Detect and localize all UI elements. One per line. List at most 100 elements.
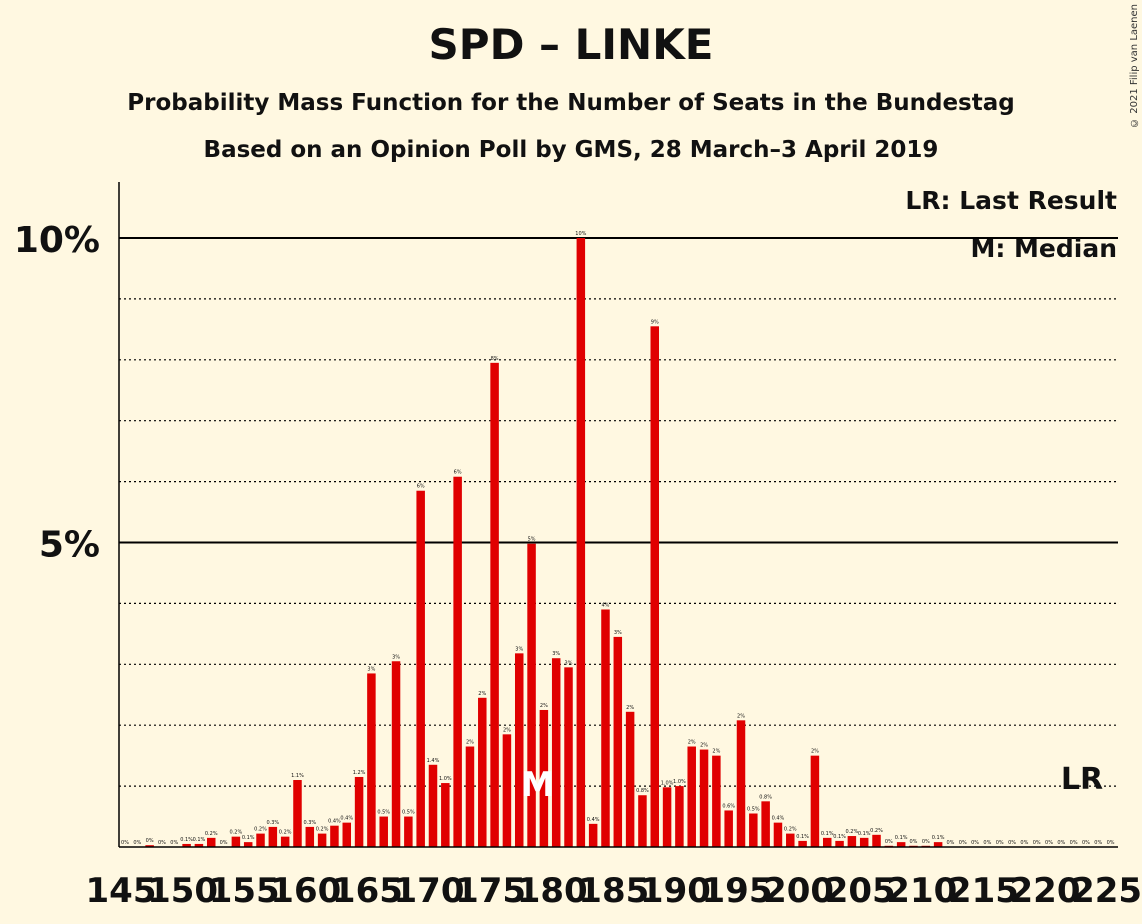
- data-label: 0%: [885, 839, 893, 845]
- data-label: 10%: [575, 231, 586, 237]
- data-label: 2%: [540, 703, 548, 709]
- bar: [675, 786, 684, 847]
- data-label: 3%: [565, 660, 573, 666]
- xtick-label: 190: [640, 871, 711, 911]
- data-label: 0.5%: [747, 807, 760, 813]
- bar: [231, 836, 241, 847]
- bar: [354, 776, 364, 847]
- xtick-label: 195: [702, 871, 773, 911]
- xtick-label: 175: [455, 871, 526, 911]
- data-label: 6%: [454, 470, 462, 476]
- data-label: 0%: [121, 840, 129, 846]
- data-label: 0%: [1070, 840, 1078, 846]
- data-label: 0.2%: [279, 830, 292, 836]
- legend-last-result: LR: Last Result: [905, 186, 1117, 215]
- data-label: 2%: [626, 705, 634, 711]
- bar: [576, 238, 586, 847]
- bar: [662, 787, 672, 847]
- last-result-marker: LR: [1061, 762, 1103, 797]
- data-label: 0%: [1094, 840, 1102, 846]
- bar: [539, 709, 549, 847]
- bar: [428, 764, 438, 847]
- data-label: 0.3%: [266, 820, 279, 826]
- bar: [835, 840, 844, 847]
- data-label: 0.4%: [587, 817, 600, 823]
- bar: [243, 842, 253, 847]
- data-label: 0%: [1033, 840, 1041, 846]
- xtick-label: 145: [86, 871, 157, 911]
- data-label: 0%: [1107, 840, 1115, 846]
- data-label: 0.2%: [205, 831, 218, 837]
- bar: [441, 783, 450, 847]
- data-label: 2%: [737, 713, 745, 719]
- data-label: 5%: [528, 537, 536, 543]
- data-label: 0.2%: [230, 830, 243, 836]
- bar: [194, 843, 204, 847]
- bar: [564, 667, 573, 847]
- data-label: 0%: [170, 840, 178, 846]
- xtick-label: 210: [886, 871, 957, 911]
- data-label: 0%: [133, 840, 141, 846]
- bar: [761, 801, 770, 847]
- data-label: 0.2%: [870, 828, 883, 834]
- data-label: 0.1%: [821, 831, 834, 837]
- data-label: 0.1%: [858, 831, 871, 837]
- data-label: 0%: [1045, 840, 1053, 846]
- xtick-label: 150: [147, 871, 218, 911]
- data-label: 4%: [602, 602, 610, 608]
- bar: [478, 697, 487, 847]
- bar: [551, 658, 561, 847]
- data-label: 6%: [417, 484, 425, 490]
- data-label: 0.5%: [377, 810, 390, 816]
- xtick-label: 165: [332, 871, 403, 911]
- data-label: 0.1%: [833, 834, 846, 840]
- bar: [453, 476, 462, 847]
- data-label: 2%: [688, 740, 696, 746]
- ytick-label: 10%: [14, 220, 100, 261]
- bar: [625, 711, 635, 847]
- bar: [650, 326, 660, 847]
- data-label: 0.2%: [846, 829, 859, 835]
- legend-median: M: Median: [970, 234, 1117, 263]
- data-label: 0.6%: [722, 803, 735, 809]
- data-label: 0.4%: [772, 816, 785, 822]
- bar: [527, 543, 536, 847]
- data-label: 0.1%: [193, 837, 206, 843]
- xtick-label: 205: [825, 871, 896, 911]
- data-label: 2%: [478, 691, 486, 697]
- data-label: 0.4%: [340, 816, 353, 822]
- data-label: 0%: [1082, 840, 1090, 846]
- data-label: 0%: [1020, 840, 1028, 846]
- bar: [613, 636, 623, 847]
- xtick-label: 170: [394, 871, 465, 911]
- bar: [490, 362, 499, 847]
- data-label: 0%: [946, 840, 954, 846]
- bar: [317, 833, 327, 847]
- bar: [342, 822, 352, 847]
- data-label: 3%: [392, 654, 400, 660]
- xtick-label: 200: [763, 871, 834, 911]
- data-label: 2%: [466, 740, 474, 746]
- xtick-label: 225: [1071, 871, 1142, 911]
- data-label: 1.0%: [439, 776, 452, 782]
- xtick-label: 160: [270, 871, 341, 911]
- bar: [773, 822, 783, 847]
- data-label: 2%: [712, 749, 720, 755]
- bar: [736, 720, 746, 847]
- data-label: 3%: [367, 666, 375, 672]
- bar: [798, 840, 807, 847]
- data-label: 1.4%: [427, 758, 440, 764]
- data-label: 0%: [922, 839, 930, 845]
- bar: [502, 734, 512, 847]
- data-label: 0%: [971, 840, 979, 846]
- data-label: 0%: [220, 840, 228, 846]
- bar: [268, 826, 278, 847]
- data-label: 0%: [983, 840, 991, 846]
- bar: [280, 836, 290, 847]
- bar: [810, 755, 820, 847]
- data-label: 0.1%: [895, 835, 908, 841]
- data-label: 0.2%: [784, 827, 797, 833]
- data-label: 2%: [811, 749, 819, 755]
- xtick-label: 185: [578, 871, 649, 911]
